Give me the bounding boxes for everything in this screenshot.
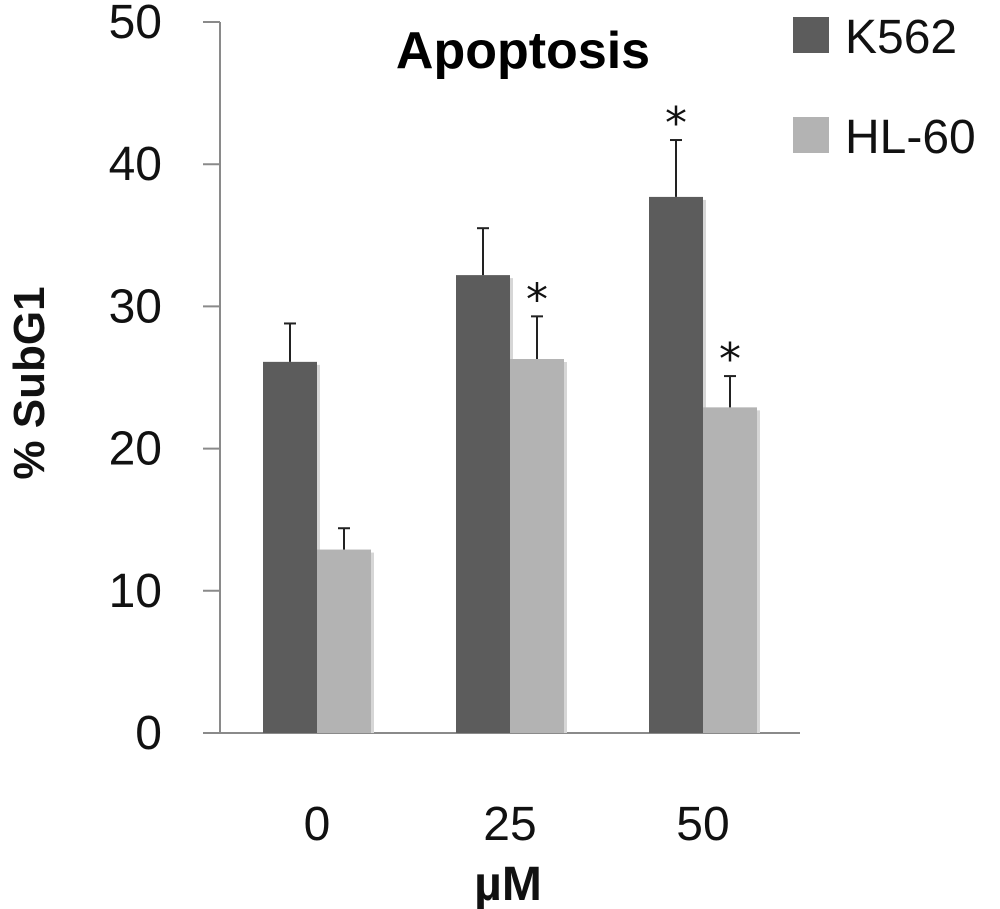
significance-marker: * <box>719 334 741 385</box>
x-tick-label: 0 <box>304 798 331 851</box>
x-ticks: 0 25 50 <box>304 798 730 851</box>
chart-title: Apoptosis <box>396 22 650 80</box>
y-tick-label: 10 <box>109 565 162 618</box>
y-axis-title: % SubG1 <box>5 286 54 479</box>
y-tick-label: 50 <box>109 0 162 49</box>
x-axis-title: µM <box>474 858 542 909</box>
legend: K562 HL-60 <box>793 11 976 164</box>
legend-swatch-hl-60 <box>793 117 829 153</box>
y-ticks: 0 10 20 30 40 50 <box>109 0 220 760</box>
x-tick-label: 25 <box>483 798 536 851</box>
bar-k562-0 <box>263 361 317 733</box>
y-tick-label: 40 <box>109 138 162 191</box>
bar-hl-60-25 <box>510 359 564 733</box>
x-tick-label: 50 <box>676 798 729 851</box>
significance-marker: * <box>665 98 687 149</box>
bar-k562-50 <box>649 196 703 733</box>
bars: * * * <box>263 98 760 733</box>
legend-swatch-k562 <box>793 17 829 53</box>
bar-hl-60-50 <box>703 407 757 733</box>
legend-label-hl-60: HL-60 <box>845 111 976 164</box>
y-tick-label: 20 <box>109 423 162 476</box>
bar-k562-25 <box>456 275 510 733</box>
legend-label-k562: K562 <box>845 11 957 64</box>
y-tick-label: 0 <box>135 707 162 760</box>
bar-hl-60-0 <box>317 549 371 733</box>
significance-marker: * <box>526 274 548 325</box>
y-tick-label: 30 <box>109 280 162 333</box>
